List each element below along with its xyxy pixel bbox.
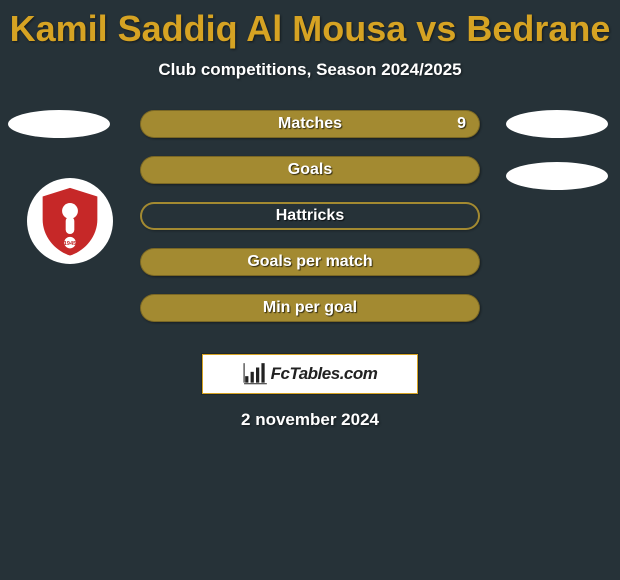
player-right-avatar-placeholder-1 — [506, 110, 608, 138]
stat-value: 9 — [457, 115, 466, 133]
stat-bar-goals-per-match: Goals per match — [140, 248, 480, 276]
stat-bar-matches: Matches 9 — [140, 110, 480, 138]
player-right-avatar-placeholder-2 — [506, 162, 608, 190]
stat-label: Goals — [288, 161, 332, 179]
stat-label: Hattricks — [276, 207, 344, 225]
stats-area: 1945 Matches 9 Goals Hattricks Goals per… — [0, 110, 620, 330]
bar-chart-icon — [243, 361, 269, 387]
page-title: Kamil Saddiq Al Mousa vs Bedrane — [0, 0, 620, 50]
date: 2 november 2024 — [0, 410, 620, 430]
watermark: FcTables.com — [202, 354, 418, 394]
watermark-text: FcTables.com — [271, 364, 378, 384]
svg-text:1945: 1945 — [64, 241, 78, 247]
stat-label: Goals per match — [247, 253, 372, 271]
stat-bar-hattricks: Hattricks — [140, 202, 480, 230]
stat-bar-min-per-goal: Min per goal — [140, 294, 480, 322]
stat-bar-goals: Goals — [140, 156, 480, 184]
club-shield-icon: 1945 — [34, 185, 106, 257]
subtitle: Club competitions, Season 2024/2025 — [0, 60, 620, 80]
player-left-avatar-placeholder — [8, 110, 110, 138]
stat-label: Matches — [278, 115, 342, 133]
club-badge: 1945 — [27, 178, 113, 264]
stat-label: Min per goal — [263, 299, 357, 317]
